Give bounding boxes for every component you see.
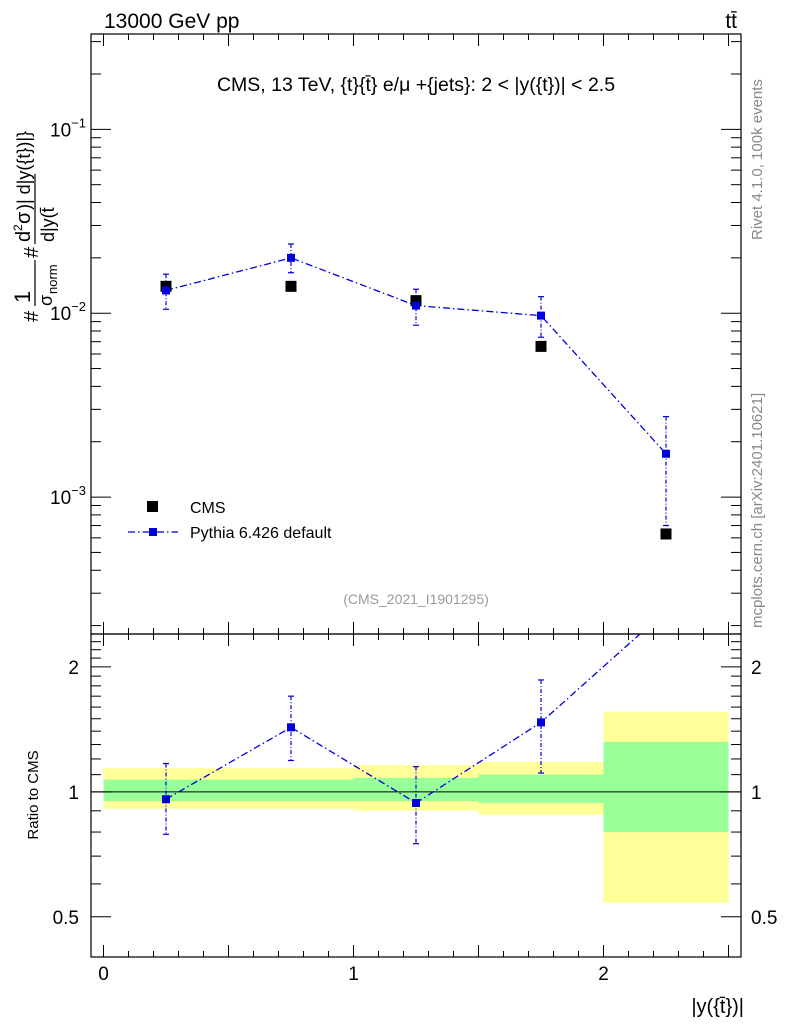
ratio-ytick-label-right: 0.5 <box>751 908 777 929</box>
ylabel-hash2: # <box>21 246 43 258</box>
pythia-point <box>287 253 295 262</box>
main-frame <box>90 33 742 635</box>
ylabel-den: d|y(t̄ <box>38 207 58 242</box>
legend-cms-marker <box>147 501 158 512</box>
watermark: (CMS_2021_I1901295) <box>343 591 489 607</box>
cms-point <box>410 295 422 307</box>
ylabel-tail: )| d|y({t})|} <box>14 131 34 210</box>
ratio-ytick-label-right: 2 <box>751 658 762 679</box>
legend-pythia-label: Pythia 6.426 default <box>190 525 332 542</box>
main-ytick-base: 10 <box>50 304 71 325</box>
pythia-point <box>537 311 545 320</box>
ratio-band-inner-2 <box>353 777 479 802</box>
ratio-ytick-label: 1 <box>68 783 79 804</box>
main-plot-area: 10−310−210−1 <box>50 33 742 635</box>
main-ytick-label: 10−1 <box>50 115 86 141</box>
pythia-point <box>162 286 170 295</box>
main-ytick-base: 10 <box>50 488 71 509</box>
main-title: CMS, 13 TeV, {t}{t̄} e/μ +{jets}: 2 < |y… <box>217 74 615 96</box>
pythia-point <box>662 449 670 458</box>
ratio-point <box>537 718 545 727</box>
ratio-band-inner-1 <box>228 779 354 802</box>
main-ytick-exp: −3 <box>71 483 86 498</box>
main-ytick-exp: −2 <box>71 299 86 314</box>
ratio-band-inner-0 <box>103 779 229 802</box>
ratio-series-group <box>162 634 641 845</box>
pythia-line <box>165 257 667 455</box>
ratio-point <box>287 723 295 732</box>
main-ytick-label: 10−3 <box>50 483 86 509</box>
ylabel-sigma: σ <box>36 295 56 306</box>
ratio-ytick-label: 2 <box>68 658 79 679</box>
pythia-point <box>412 301 420 310</box>
x-axis-label: |y({t̄})| <box>691 996 744 1018</box>
cms-point <box>160 280 172 292</box>
ratio-point <box>162 795 170 804</box>
ylabel-d: d <box>13 231 35 242</box>
ratio-band-inner-4 <box>603 741 729 833</box>
x-tick-label: 0 <box>98 964 109 985</box>
ratio-plot-area: 0 1 2 0.5 0.5 1 1 2 2 <box>53 633 777 985</box>
cms-point <box>285 280 297 292</box>
header-left: 13000 GeV pp <box>104 10 239 33</box>
cms-point <box>660 528 672 540</box>
header-right: tt̄ <box>725 10 737 33</box>
main-ytick-base: 10 <box>50 120 71 141</box>
ratio-ytick-label: 0.5 <box>53 908 79 929</box>
main-ytick-label: 10−2 <box>50 299 86 325</box>
ratio-ytick-label-right: 1 <box>751 783 762 804</box>
cms-point <box>535 340 547 352</box>
main-ytick-exp: −1 <box>71 115 86 130</box>
legend: CMS Pythia 6.426 default <box>128 500 332 542</box>
ylabel-sigma2: σ <box>13 211 35 224</box>
legend-cms-label: CMS <box>190 500 226 517</box>
x-tick-label: 2 <box>598 964 609 985</box>
ylabel-two: 2 <box>11 224 25 231</box>
ylabel-one: 1 <box>10 291 35 303</box>
main-ylabel: # 1 σ norm # d 2 σ d|y(t̄ )| d|y({t})|} <box>10 131 60 322</box>
ylabel-hash1: # <box>21 310 43 322</box>
ylabel-norm: norm <box>45 264 60 294</box>
ratio-band-inner-3 <box>478 774 604 803</box>
ratio-point <box>412 798 420 807</box>
ratio-ylabel: Ratio to CMS <box>25 750 42 839</box>
ratio-frame <box>90 633 742 958</box>
mcplots-label: mcplots.cern.ch [arXiv:2401.10621] <box>749 393 766 628</box>
legend-pythia-marker <box>149 528 157 536</box>
rivet-label: Rivet 4.1.0, 100k events <box>749 79 766 240</box>
x-tick-label: 1 <box>348 964 359 985</box>
